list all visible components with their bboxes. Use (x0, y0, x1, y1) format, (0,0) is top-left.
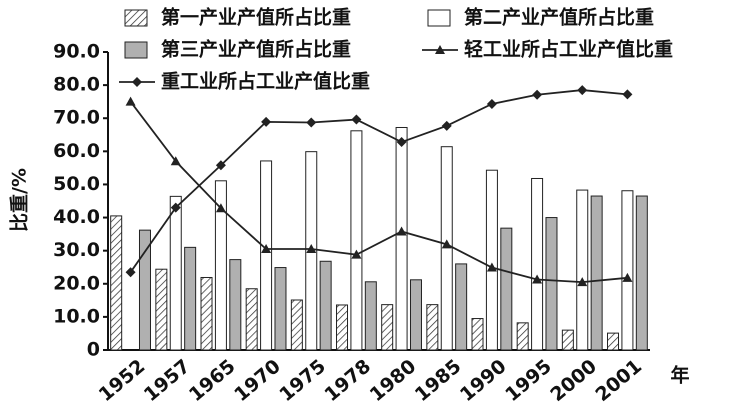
bar (531, 177, 544, 351)
line-marker (170, 156, 181, 166)
line-marker (170, 202, 181, 213)
y-axis-label: 比重/% (9, 168, 31, 232)
x-tick-label: 1990 (456, 355, 511, 406)
y-tick-label: 80.0 (53, 74, 100, 96)
bar (545, 217, 558, 351)
x-tick-label: 1975 (275, 355, 330, 406)
x-tick-label: 1995 (501, 355, 556, 406)
x-tick-label: 1980 (366, 355, 421, 406)
bar (500, 227, 513, 351)
line-marker (215, 203, 226, 213)
legend-swatch (132, 77, 142, 87)
bar (590, 195, 603, 351)
bar (561, 329, 574, 351)
y-tick-label: 60.0 (53, 140, 100, 162)
bar (395, 126, 408, 351)
line-marker (125, 267, 136, 278)
bar (516, 322, 529, 351)
x-tick-label: 1957 (140, 355, 195, 406)
bar (184, 246, 197, 351)
legend-swatch (427, 9, 451, 27)
bar (110, 215, 123, 351)
bar (290, 299, 303, 351)
bar (274, 267, 287, 351)
bar (245, 288, 258, 351)
line-marker (622, 89, 633, 100)
x-tick-label: 2001 (592, 355, 647, 406)
bar (336, 304, 349, 351)
line-marker (577, 85, 588, 96)
line-marker (351, 114, 362, 125)
bar (381, 304, 394, 351)
line-marker (486, 262, 497, 272)
bar (576, 189, 589, 351)
legend-swatch (435, 45, 445, 54)
line-marker (396, 226, 407, 236)
line-marker (306, 117, 317, 128)
legend-label: 第三产业产值所占比重 (161, 38, 351, 61)
bar (350, 130, 363, 351)
y-tick-label: 20.0 (53, 272, 100, 294)
line-marker (441, 120, 452, 131)
legend-label: 重工业所占工业产值比重 (161, 70, 370, 93)
line-marker (261, 244, 272, 254)
bar (319, 260, 332, 351)
legend-label: 第一产业产值所占比重 (161, 6, 351, 29)
y-tick-label: 30.0 (53, 239, 100, 261)
bar (155, 268, 168, 351)
x-tick-label: 2000 (546, 355, 601, 406)
y-tick-label: 70.0 (53, 107, 100, 129)
y-tick-label: 10.0 (53, 305, 100, 327)
line-marker (261, 116, 272, 127)
legend-swatch (124, 9, 148, 27)
line-marker (622, 272, 633, 282)
legend-swatch (124, 41, 148, 59)
bar (607, 332, 620, 351)
legend-label: 轻工业所占工业产值比重 (464, 38, 673, 61)
line-marker (215, 160, 226, 171)
x-tick-label: 1965 (185, 355, 240, 406)
line-marker (441, 239, 452, 249)
bar (200, 276, 213, 351)
bar (485, 169, 498, 351)
line-marker (125, 96, 136, 106)
bar (409, 279, 422, 351)
bar (471, 318, 484, 351)
line-marker (486, 98, 497, 109)
x-tick-label: 1952 (95, 355, 150, 406)
legend-label: 第二产业产值所占比重 (464, 6, 654, 29)
x-tick-label: 1978 (321, 355, 376, 406)
line (129, 101, 628, 284)
x-axis-label: 年 (670, 364, 689, 387)
line-marker (577, 277, 588, 287)
bar (229, 259, 242, 351)
y-tick-label: 90.0 (53, 41, 100, 63)
bar (426, 304, 439, 351)
bar (635, 195, 648, 351)
x-tick-label: 1985 (411, 355, 466, 406)
y-tick-label: 40.0 (53, 206, 100, 228)
line-marker (532, 89, 543, 100)
bar (621, 190, 634, 351)
y-tick-label: 0 (87, 339, 100, 361)
bar (455, 263, 468, 351)
bar (364, 281, 377, 351)
line-marker (396, 137, 407, 148)
line-marker (532, 274, 543, 284)
bar (169, 195, 182, 351)
line-marker (306, 244, 317, 254)
bar (138, 229, 151, 351)
x-tick-label: 1970 (230, 355, 285, 406)
bar (260, 160, 273, 351)
line (129, 89, 628, 273)
y-tick-label: 50.0 (53, 173, 100, 195)
bar (214, 180, 227, 351)
line-marker (351, 249, 362, 259)
